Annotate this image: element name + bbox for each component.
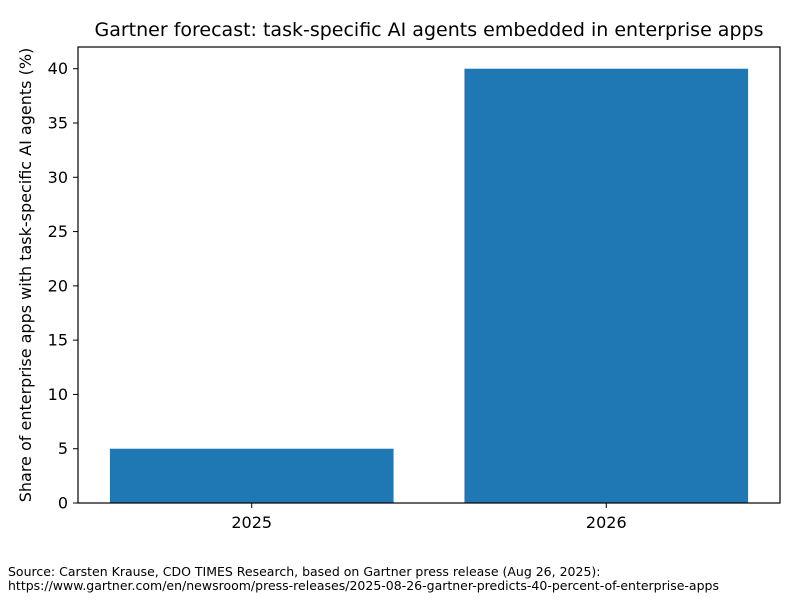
source-url: https://www.gartner.com/en/newsroom/pres… (8, 578, 719, 593)
x-axis-ticks: 2025 2026 (231, 503, 627, 532)
y-tick-label-40: 40 (48, 59, 68, 78)
y-tick-label-25: 25 (48, 222, 68, 241)
y-axis-ticks: 0 5 10 15 20 25 30 35 40 (48, 59, 78, 513)
plot-frame (77, 46, 781, 504)
y-tick-label-5: 5 (58, 439, 68, 458)
y-tick-label-20: 20 (48, 276, 68, 295)
source-citation: Source: Carsten Krause, CDO TIMES Resear… (8, 565, 601, 579)
source-note: Source: Carsten Krause, CDO TIMES Resear… (8, 565, 798, 593)
bar-2025 (109, 448, 394, 503)
y-axis-label: Share of enterprise apps with task-speci… (16, 48, 35, 503)
chart-title: Gartner forecast: task-specific AI agent… (95, 19, 764, 41)
bars-layer (109, 68, 749, 504)
y-tick-label-30: 30 (48, 168, 68, 187)
y-tick-label-35: 35 (48, 114, 68, 133)
y-tick-label-0: 0 (58, 494, 68, 513)
x-tick-label-2025: 2025 (231, 513, 272, 532)
y-tick-label-10: 10 (48, 385, 68, 404)
bar-2026 (464, 68, 749, 504)
x-tick-label-2026: 2026 (586, 513, 627, 532)
y-tick-label-15: 15 (48, 331, 68, 350)
